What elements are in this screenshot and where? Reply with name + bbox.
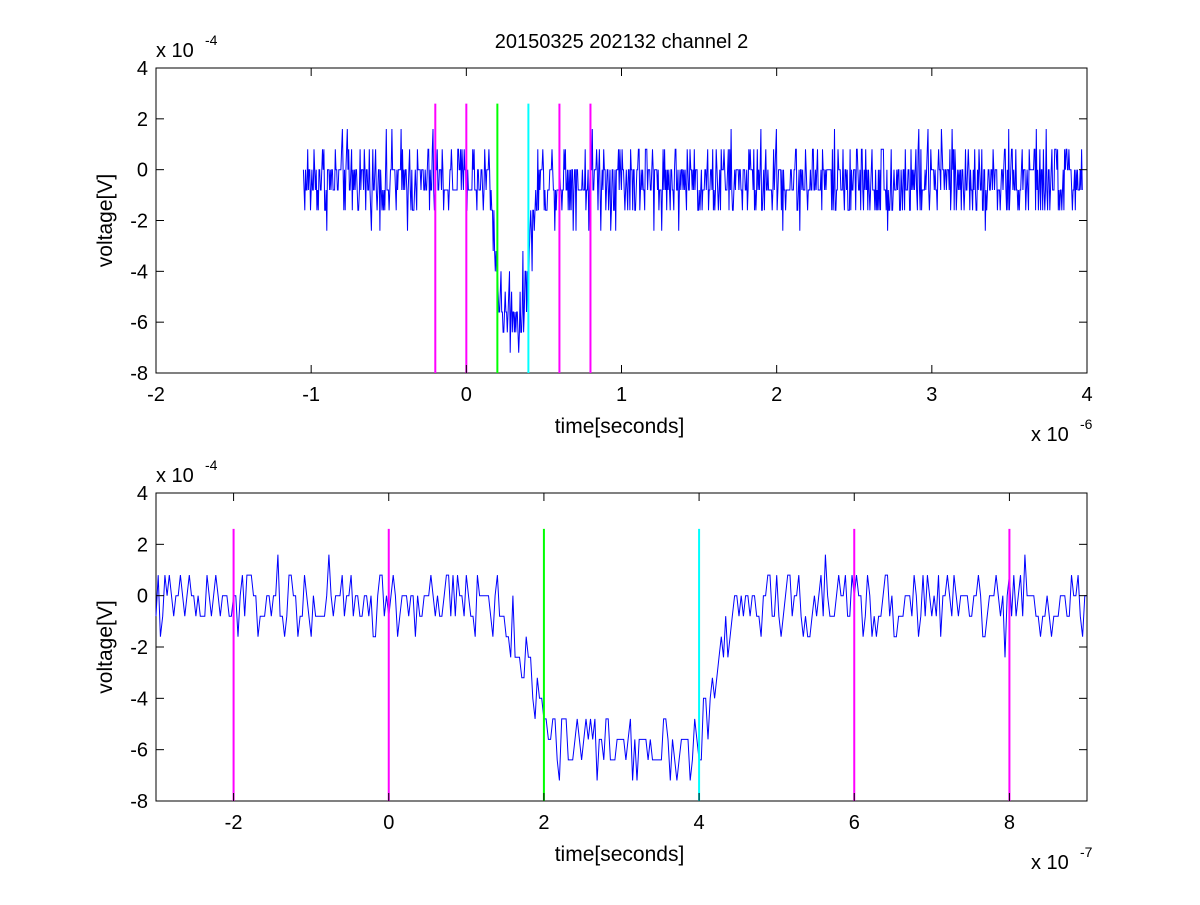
y-tick-label: 2 <box>137 109 148 131</box>
x-tick-label: 6 <box>849 812 860 834</box>
chart-2: -2 0 2 4 6 8 -8 -6 -4 -2 0 2 4 time[seconds] voltage[V… <box>94 457 1093 874</box>
y-tick-label: -8 <box>130 791 148 813</box>
y-multiplier-exp: -4 <box>205 457 218 473</box>
y-tick-label: 0 <box>137 160 148 182</box>
x-tick-label: -2 <box>147 384 165 406</box>
y-multiplier-label: x 10 <box>156 40 194 62</box>
y-tick-label: 2 <box>137 534 148 556</box>
chart-title: 20150325 202132 channel 2 <box>495 31 749 53</box>
x-tick-label: -1 <box>302 384 320 406</box>
y-tick-label: 4 <box>137 483 148 505</box>
y-tick-label: -4 <box>130 261 148 283</box>
x-tick-label: 0 <box>383 812 394 834</box>
x-tick-label: 1 <box>616 384 627 406</box>
y-tick-label: -6 <box>130 740 148 762</box>
x-multiplier-label: x 10 <box>1031 852 1069 874</box>
x-tick-label: 4 <box>694 812 705 834</box>
series-line <box>302 128 1083 353</box>
y-tick-label: -8 <box>130 363 148 385</box>
y-multiplier-exp: -4 <box>205 32 218 48</box>
x-tick-label: 0 <box>461 384 472 406</box>
x-tick-label: 2 <box>538 812 549 834</box>
x-multiplier-exp: -6 <box>1080 416 1093 432</box>
x-multiplier-label: x 10 <box>1031 424 1069 446</box>
x-tick-label: 3 <box>926 384 937 406</box>
x-axis-label: time[seconds] <box>555 843 685 866</box>
y-axis-label: voltage[V] <box>94 600 117 693</box>
series-line <box>155 554 1087 781</box>
y-tick-label: 4 <box>137 58 148 80</box>
x-tick-label: -2 <box>225 812 243 834</box>
y-tick-label: -2 <box>130 637 148 659</box>
y-tick-label: -4 <box>130 688 148 710</box>
x-tick-label: 4 <box>1081 384 1092 406</box>
chart-1: -2 -1 0 1 2 3 4 -8 -6 -4 -2 0 2 4 time[seconds] voltage… <box>94 31 1093 446</box>
y-tick-label: -6 <box>130 312 148 334</box>
x-axis-label: time[seconds] <box>555 415 685 438</box>
y-multiplier-label: x 10 <box>156 465 194 487</box>
y-tick-label: -2 <box>130 211 148 233</box>
x-tick-label: 2 <box>771 384 782 406</box>
x-tick-label: 8 <box>1004 812 1015 834</box>
y-tick-label: 0 <box>137 586 148 608</box>
plot-area <box>155 492 1088 802</box>
plot-area <box>155 67 1088 374</box>
x-multiplier-exp: -7 <box>1080 844 1093 860</box>
y-axis-label: voltage[V] <box>94 174 117 267</box>
